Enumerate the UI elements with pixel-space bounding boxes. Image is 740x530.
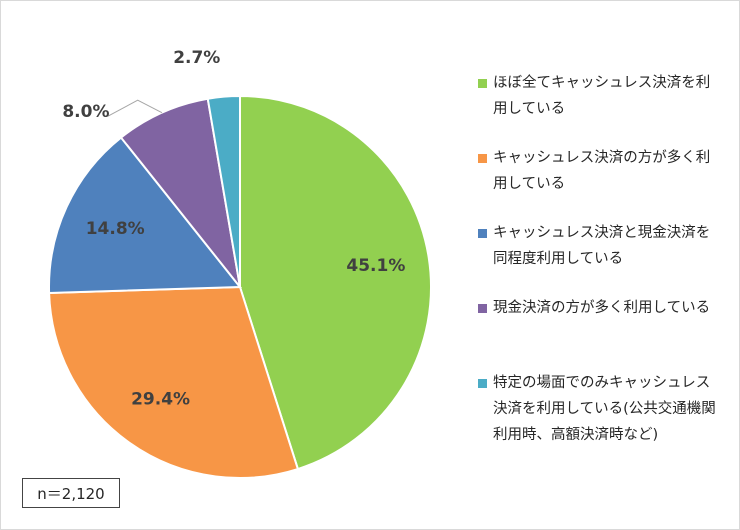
legend-swatch: [478, 154, 487, 163]
legend-swatch: [478, 79, 487, 88]
legend-item: 特定の場面でのみキャッシュレス決済を利用している(公共交通機関利用時、高額決済時…: [478, 370, 718, 448]
legend-swatch: [478, 229, 487, 238]
legend-item: ほぼ全てキャッシュレス決済を利用している: [478, 70, 718, 122]
pie-slice: [206, 94, 241, 288]
legend-swatch: [478, 379, 487, 388]
legend-label: 現金決済の方が多く利用している: [493, 300, 711, 316]
leader-line: [107, 99, 163, 117]
pie-slice: [48, 285, 300, 479]
legend-label: 特定の場面でのみキャッシュレス決済を利用している(公共交通機関利用時、高額決済時…: [493, 375, 716, 443]
data-label: 29.4%: [131, 389, 190, 409]
data-label: 45.1%: [346, 256, 405, 276]
data-label: 2.7%: [173, 48, 220, 68]
legend-label: ほぼ全てキャッシュレス決済を利用している: [493, 75, 711, 117]
legend-item: キャッシュレス決済の方が多く利用している: [478, 145, 718, 197]
data-label: 8.0%: [62, 102, 109, 122]
legend-label: キャッシュレス決済の方が多く利用している: [493, 150, 711, 192]
legend-label: キャッシュレス決済と現金決済を同程度利用している: [493, 225, 711, 267]
legend-swatch: [478, 304, 487, 313]
data-label: 14.8%: [86, 219, 145, 239]
note: n＝2,120: [22, 478, 120, 508]
legend-item: キャッシュレス決済と現金決済を同程度利用している: [478, 220, 718, 272]
pie-slice: [239, 94, 432, 471]
legend-item: 現金決済の方が多く利用している: [478, 295, 718, 321]
pie-slice: [48, 136, 243, 295]
pie-slice: [119, 97, 241, 288]
